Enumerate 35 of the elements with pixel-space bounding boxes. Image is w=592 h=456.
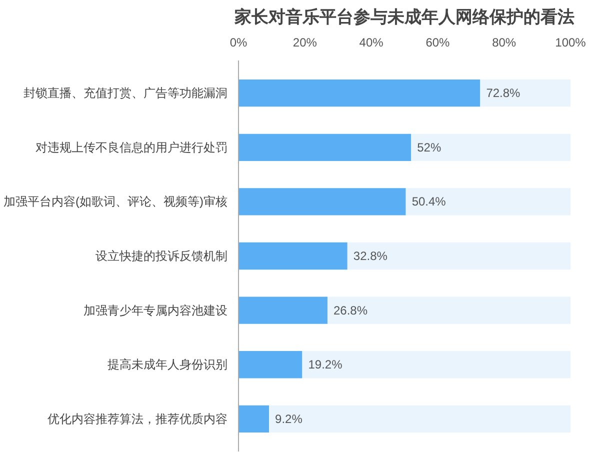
bar — [238, 351, 302, 378]
x-tick-label: 40% — [359, 36, 384, 50]
bar — [238, 134, 412, 161]
y-tick-label: 封锁直播、充值打赏、广告等功能漏洞 — [24, 86, 228, 100]
x-tick-label: 0% — [230, 36, 248, 50]
bar — [480, 80, 570, 107]
bar — [347, 242, 570, 270]
data-label: 26.8% — [333, 303, 368, 318]
y-tick-label: 提高未成年人身份识别 — [108, 358, 228, 372]
bar — [238, 296, 328, 324]
data-label: 52% — [417, 140, 442, 154]
data-label: 72.8% — [486, 86, 521, 100]
y-tick-label: 优化内容推荐算法，推荐优质内容 — [48, 412, 228, 426]
bar — [238, 80, 480, 107]
y-tick-label: 对违规上传不良信息的用户进行处罚 — [36, 140, 228, 154]
bar — [411, 134, 570, 161]
data-label: 50.4% — [412, 194, 446, 209]
bar — [269, 405, 570, 432]
y-tick-label: 加强平台内容(如歌词、评论、视频等)审核 — [4, 194, 228, 209]
x-tick-label: 100% — [555, 36, 586, 50]
data-label: 32.8% — [353, 249, 388, 263]
bar — [238, 405, 270, 432]
y-tick-label: 加强青少年专属内容池建设 — [84, 303, 228, 318]
data-label: 19.2% — [308, 358, 343, 372]
y-tick-label: 设立快捷的投诉反馈机制 — [96, 249, 228, 263]
x-tick-label: 60% — [426, 36, 450, 50]
x-tick-label: 80% — [492, 36, 516, 50]
data-label: 9.2% — [275, 412, 303, 426]
chart-title: 家长对音乐平台参与未成年人网络保护的看法 — [234, 8, 574, 28]
bar — [327, 296, 570, 324]
bar — [238, 242, 348, 270]
x-tick-label: 20% — [292, 36, 318, 50]
bar — [238, 188, 406, 216]
bar — [406, 188, 570, 216]
bar — [302, 351, 570, 378]
